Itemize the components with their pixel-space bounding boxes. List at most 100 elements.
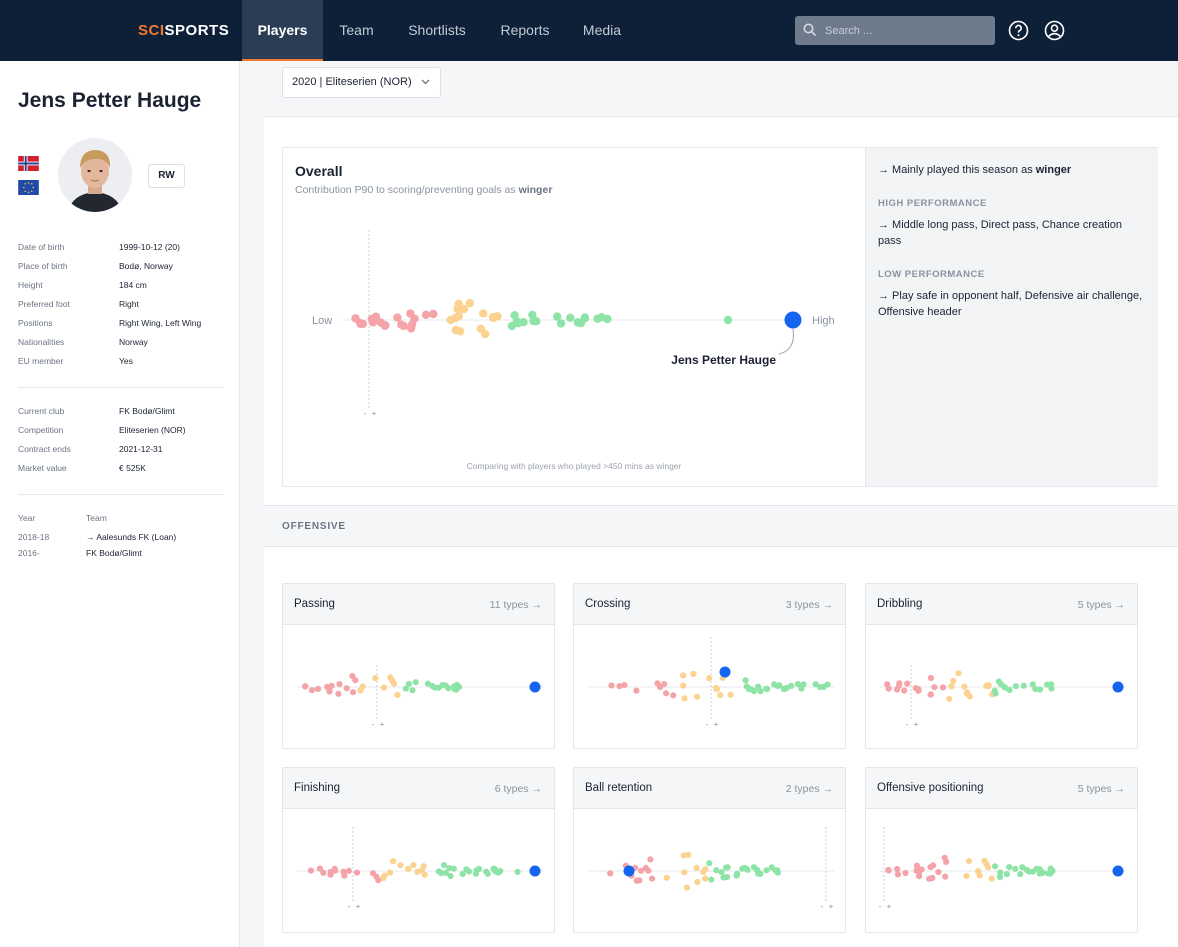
- comparison-player-dot: [397, 320, 406, 329]
- history-team[interactable]: FK Bodø/Glimt: [86, 548, 142, 558]
- comparison-player-dot: [694, 693, 701, 700]
- metric-card-ball-retention[interactable]: Ball retention 2 types → - +: [573, 767, 846, 933]
- comparison-player-dot: [702, 866, 709, 873]
- logo[interactable]: SCISPORTS: [138, 22, 229, 39]
- detail-row: Preferred foot Right: [18, 299, 228, 311]
- search-input[interactable]: [825, 21, 985, 40]
- nav-tab-media[interactable]: Media: [582, 22, 622, 38]
- metric-beeswarm-chart: - +: [297, 665, 543, 729]
- metric-types-link[interactable]: 3 types →: [785, 599, 833, 611]
- comparison-player-dot: [435, 868, 442, 875]
- metric-card-crossing[interactable]: Crossing 3 types → - +: [573, 583, 846, 749]
- comparison-player-dot: [781, 686, 788, 693]
- comparison-player-dot: [706, 675, 713, 682]
- comparison-player-dot: [372, 675, 379, 682]
- history-year: 2018-18: [18, 532, 50, 542]
- comparison-player-dot: [904, 680, 911, 687]
- search-icon: [803, 23, 817, 37]
- comparison-player-dot: [368, 318, 378, 327]
- comparison-player-dot: [718, 869, 725, 876]
- comparison-player-dot: [320, 869, 327, 876]
- comparison-player-dot: [580, 314, 589, 323]
- comparison-player-dot: [409, 687, 416, 694]
- metric-types-link[interactable]: 11 types →: [489, 599, 542, 611]
- user-account-icon[interactable]: [1044, 20, 1065, 41]
- comparison-player-dot: [918, 866, 925, 873]
- comparison-player-dot: [465, 298, 474, 308]
- comparison-player-dot: [529, 316, 538, 326]
- comparison-player-dot: [929, 874, 936, 882]
- comparison-player-dot: [763, 867, 770, 874]
- comparison-player-dot: [637, 867, 645, 874]
- nav-tab-players[interactable]: Players: [242, 0, 323, 61]
- detail-row: Positions Right Wing, Left Wing: [18, 318, 228, 330]
- selected-player-dot[interactable]: [784, 311, 802, 329]
- help-icon[interactable]: [1008, 20, 1029, 41]
- comparison-player-dot: [681, 695, 688, 702]
- nav-tab-reports[interactable]: Reports: [500, 22, 550, 38]
- detail-row: Height 184 cm: [18, 280, 228, 292]
- metric-types-link[interactable]: 5 types →: [1077, 783, 1125, 795]
- club-value: € 525K: [119, 463, 146, 473]
- comparison-player-dot: [1017, 871, 1024, 878]
- comparison-player-dot: [412, 679, 419, 686]
- detail-row: Date of birth 1999-10-12 (20): [18, 242, 228, 254]
- comparison-player-dot: [1036, 870, 1043, 877]
- season-select[interactable]: 2020 | Eliteserien (NOR): [282, 67, 441, 98]
- selected-player-dot[interactable]: [1112, 681, 1124, 693]
- comparison-player-dot: [992, 690, 999, 697]
- comparison-player-dot: [913, 862, 920, 869]
- detail-row: Nationalities Norway: [18, 337, 228, 349]
- axis-minus-label: -: [348, 902, 351, 911]
- detail-value: Norway: [119, 337, 148, 347]
- comparison-player-dot: [553, 312, 562, 321]
- nav-tab-shortlists[interactable]: Shortlists: [408, 22, 466, 38]
- metric-card-finishing[interactable]: Finishing 6 types → - +: [282, 767, 555, 933]
- club-row: Contract ends 2021-12-31: [18, 444, 228, 456]
- comparison-player-dot: [661, 681, 668, 688]
- search-box[interactable]: [795, 16, 995, 45]
- comparison-player-dot: [459, 870, 466, 878]
- comparison-player-dot: [768, 864, 775, 871]
- comparison-player-dot: [943, 858, 950, 865]
- metric-card-offensive-positioning[interactable]: Offensive positioning 5 types → - +: [865, 767, 1138, 933]
- comparison-player-dot: [1049, 867, 1056, 874]
- norway-flag-icon: [18, 156, 39, 171]
- comparison-player-dot: [755, 683, 762, 690]
- comparison-player-dot: [663, 690, 670, 697]
- comparison-player-dot: [942, 873, 949, 880]
- metric-card-passing[interactable]: Passing 11 types → - +: [282, 583, 555, 749]
- axis-minus-label: -: [821, 902, 824, 911]
- selected-player-dot[interactable]: [529, 681, 541, 693]
- comparison-player-dot: [507, 321, 516, 331]
- metric-types-link[interactable]: 5 types →: [1077, 599, 1125, 611]
- axis-plus-label: +: [356, 902, 361, 911]
- comparison-player-dot: [316, 865, 324, 872]
- selected-player-dot[interactable]: [1112, 865, 1124, 877]
- comparison-player-dot: [607, 870, 614, 877]
- comparison-player-dot: [1020, 682, 1027, 689]
- comparison-player-dot: [742, 865, 749, 872]
- selected-player-dot[interactable]: [529, 865, 541, 877]
- metric-header: Crossing 3 types →: [574, 584, 845, 625]
- detail-label: Place of birth: [18, 261, 68, 271]
- nav-tab-team[interactable]: Team: [339, 22, 374, 38]
- history-team[interactable]: → Aalesunds FK (Loan): [86, 532, 177, 542]
- comparison-player-dot: [670, 692, 677, 699]
- comparison-player-dot: [647, 856, 654, 863]
- metric-types-link[interactable]: 6 types →: [494, 783, 542, 795]
- metric-card-dribbling[interactable]: Dribbling 5 types → - +: [865, 583, 1138, 749]
- metric-types-link[interactable]: 2 types →: [785, 783, 833, 795]
- axis-minus-label: -: [906, 720, 909, 729]
- comparison-player-dot: [1048, 685, 1055, 692]
- comparison-player-dot: [351, 314, 360, 323]
- comparison-player-dot: [357, 687, 364, 694]
- comparison-player-dot: [902, 869, 909, 877]
- comparison-player-dot: [1036, 686, 1044, 693]
- metric-name: Offensive positioning: [877, 782, 984, 794]
- overall-card: Overall Contribution P90 to scoring/prev…: [282, 147, 1158, 487]
- selected-player-dot[interactable]: [623, 865, 635, 877]
- selected-player-dot[interactable]: [719, 666, 731, 678]
- comparison-player-dot: [733, 872, 740, 879]
- comparison-player-dot: [694, 878, 701, 886]
